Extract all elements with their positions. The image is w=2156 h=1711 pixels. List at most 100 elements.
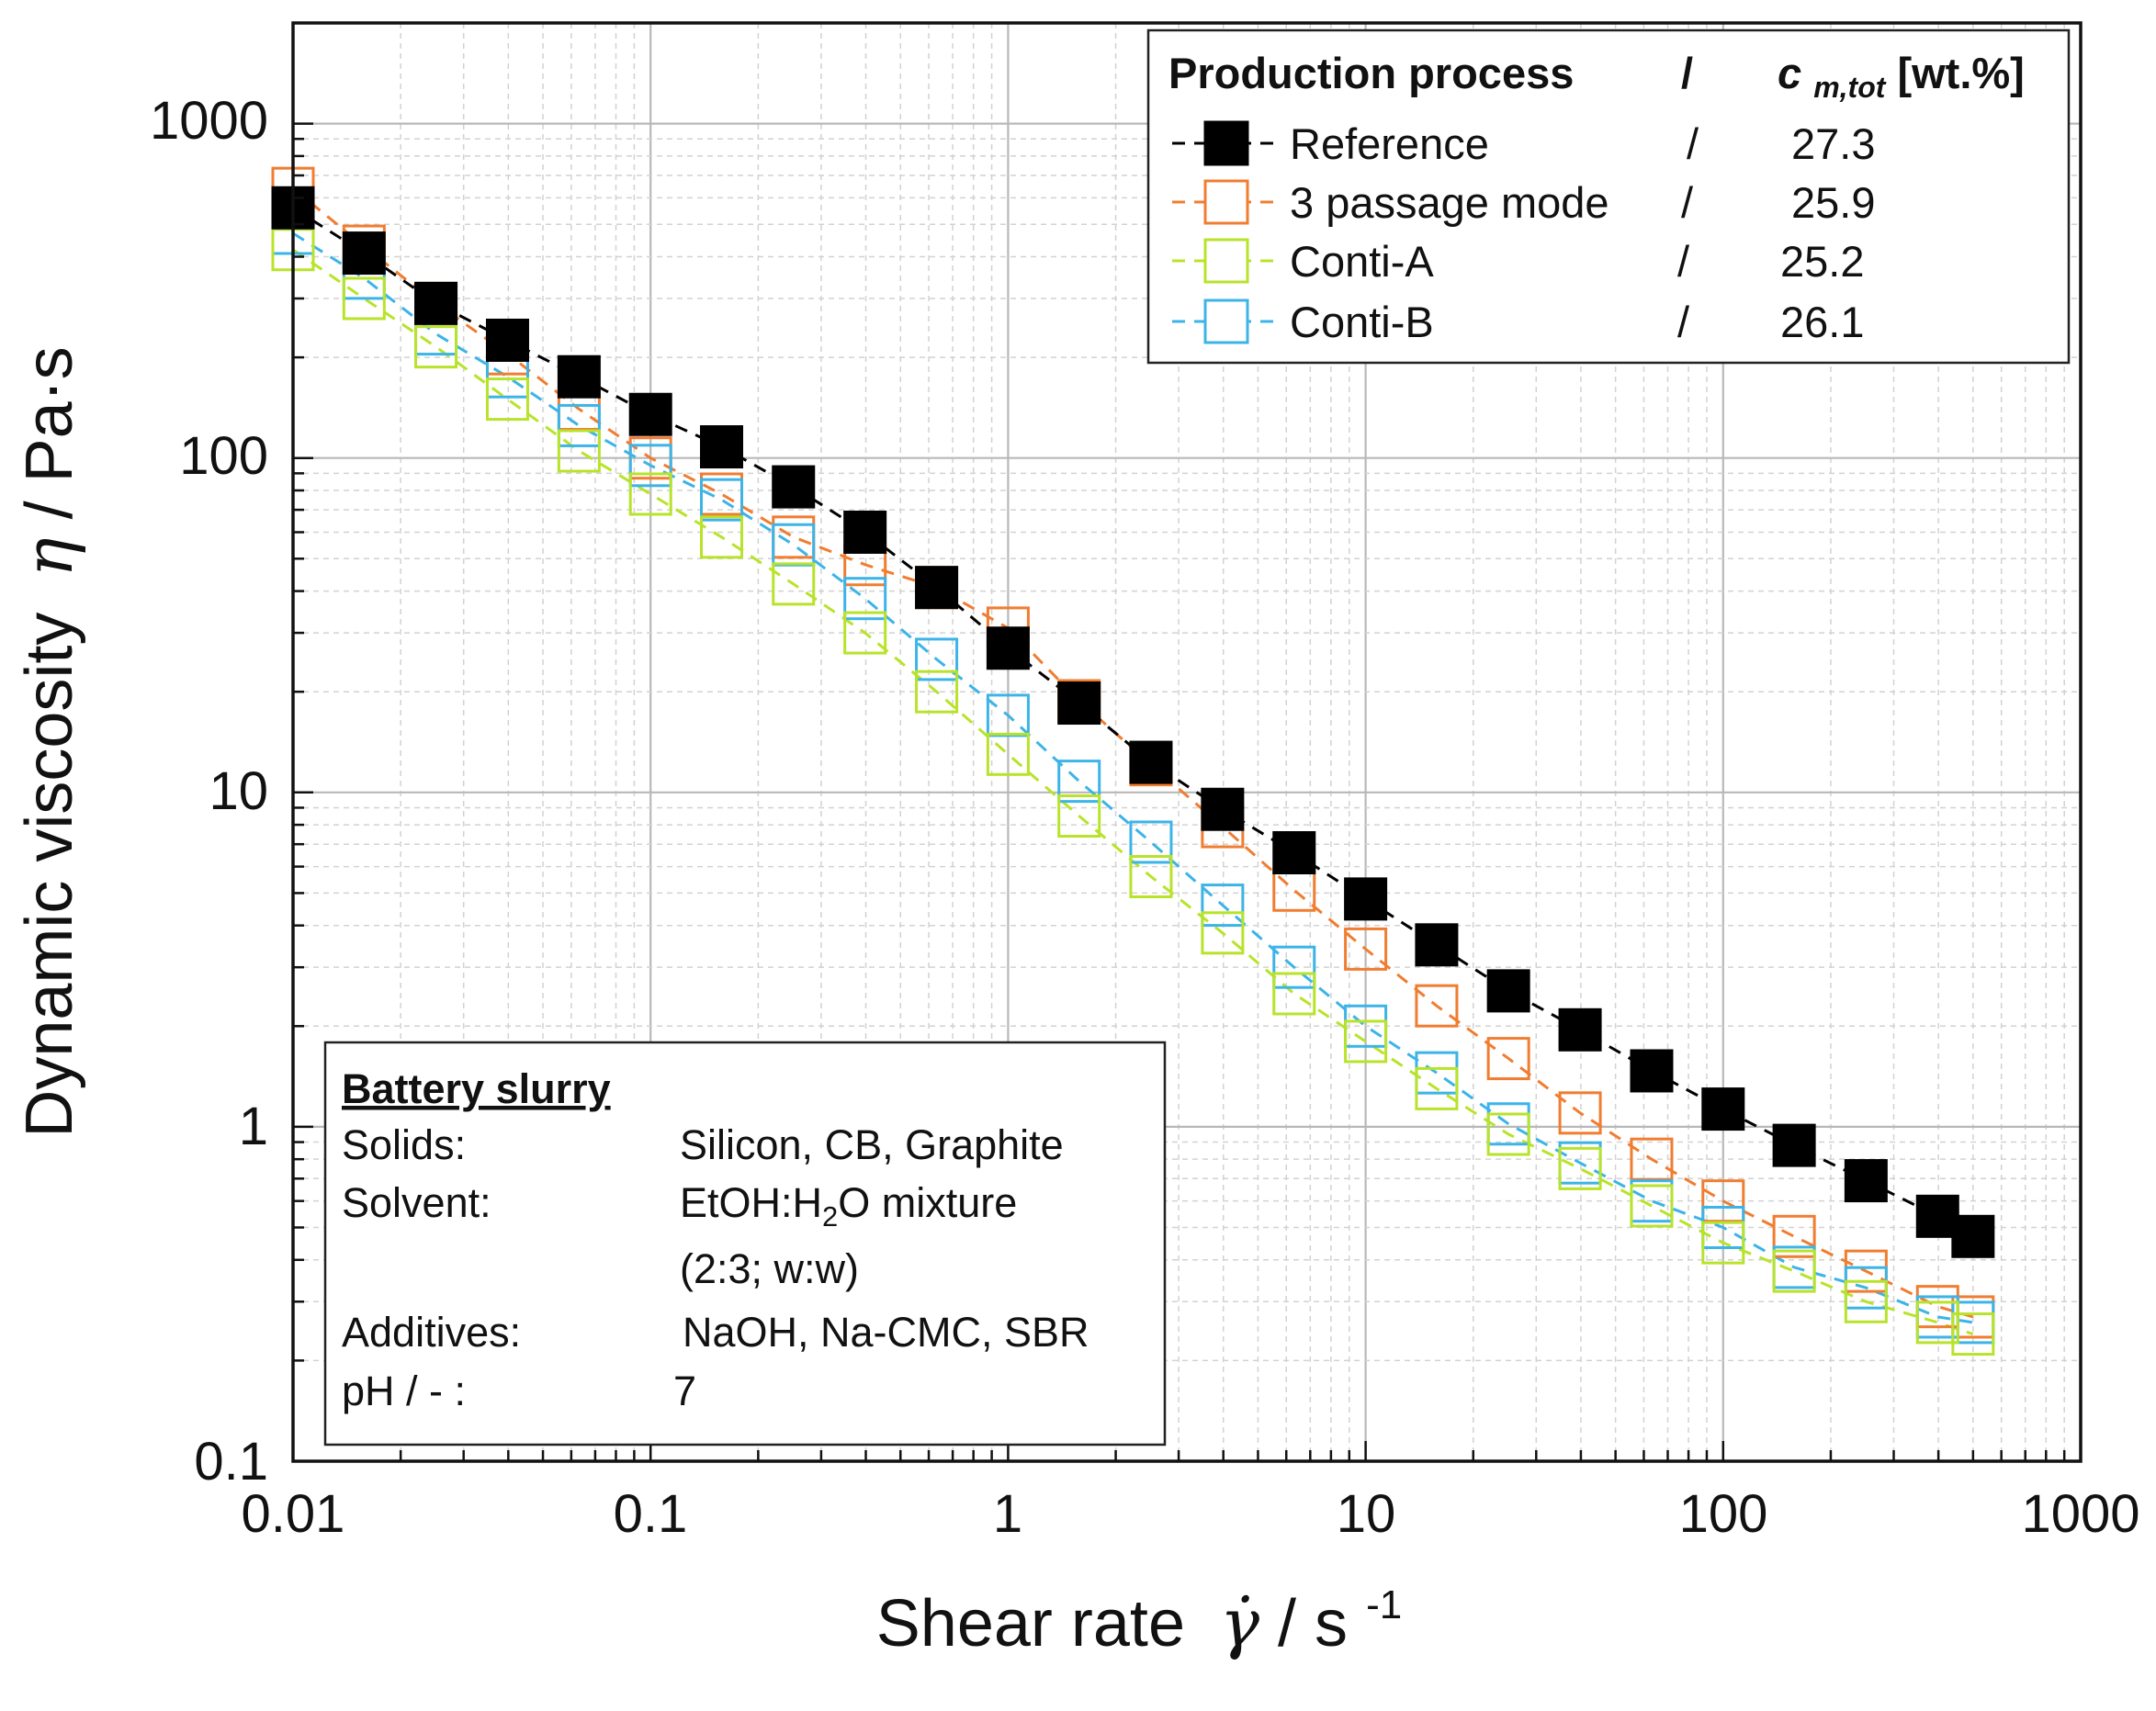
series-line-conti-b [292,231,1974,1324]
legend-header-conc-sub: m,tot [1813,71,1887,104]
data-point-conti-a [1129,854,1173,898]
info-value-solvent: EtOH:H2O mixture [680,1179,1017,1233]
data-point-conti-b [1272,945,1316,989]
y-tick-label: 1000 [150,91,268,151]
legend-conc: 27.3 [1791,119,1875,168]
data-point-reference [1915,1194,1959,1238]
data-point-conti-a [1344,1019,1388,1064]
data-point-reference [1272,831,1316,875]
data-point-conti-a [1630,1184,1674,1228]
data-point-reference [1701,1087,1745,1131]
y-tick-labels: 0.1 1 10 100 1000 [150,91,268,1491]
solvent-part-1: EtOH:H [680,1179,822,1226]
data-point-conti-a [1558,1146,1602,1190]
data-point-reference [1558,1007,1602,1052]
legend-header-concentration: c m,tot [wt.%] [1778,49,2025,107]
info-label-solvent: Solvent: [342,1179,491,1226]
data-point-reference [915,566,959,610]
data-point-conti-a [485,377,529,422]
data-point-conti-b [1057,760,1101,804]
legend-separator: / [1687,119,1699,168]
data-point-conti-a [1701,1221,1745,1265]
legend: Production process / c m,tot [wt.%] Refe… [1146,28,2071,365]
data-point-reference [1344,877,1388,921]
data-point-conti-b [1129,820,1173,864]
data-point-conti-a [342,276,386,321]
legend-separator: / [1677,237,1690,286]
x-axis-unit-exponent: -1 [1366,1582,1402,1627]
legend-conc: 25.9 [1791,178,1875,227]
legend-separator: / [1677,298,1690,346]
legend-header-conc-unit: [wt.%] [1897,49,2024,97]
x-axis-title-text: Shear rate [876,1587,1185,1660]
legend-label: Reference [1290,119,1489,168]
y-tick-label: 100 [179,426,268,486]
data-point-reference [1415,923,1459,967]
y-axis-unit: / Pa·s [13,346,86,519]
data-point-conti-a [1415,1066,1459,1110]
data-point-reference [342,231,386,276]
legend-entry-3-passage-mode: 3 passage mode / 25.9 [1172,178,1875,227]
data-point-conti-a [1201,911,1245,955]
legend-marker [1203,120,1249,166]
data-point-reference [414,281,458,325]
data-point-3-passage-mode [1558,1091,1602,1135]
y-axis-title: Dynamic viscosity η / Pa·s [10,346,87,1137]
info-box-frame [323,1041,1167,1446]
legend-entry-conti-b: Conti-B / 26.1 [1172,298,1864,346]
info-label-ph: pH / - : [342,1368,466,1414]
series-line-conti-a [292,248,1974,1336]
data-point-conti-a [772,562,816,606]
data-point-conti-a [1057,794,1101,839]
y-axis-symbol: η [10,537,87,577]
data-point-reference [1772,1123,1816,1167]
info-value-ph: 7 [673,1368,696,1414]
data-point-conti-a [1486,1112,1530,1156]
info-label-solids: Solids: [342,1121,466,1168]
x-tick-label: 100 [1679,1484,1768,1544]
data-point-3-passage-mode [1344,927,1388,971]
data-point-conti-a [1951,1312,1995,1356]
data-point-reference [1486,969,1530,1013]
data-point-conti-a [1772,1249,1816,1293]
x-tick-label: 0.1 [614,1484,688,1544]
data-point-reference [1057,681,1101,726]
plot-frame [291,21,2083,1463]
data-point-reference [557,355,601,399]
x-tick-label: 1 [993,1484,1022,1544]
battery-slurry-info-box: Battery slurry Solids: Silicon, CB, Grap… [323,1041,1167,1446]
data-point-reference [1951,1214,1995,1258]
data-point-conti-a [1915,1300,1959,1345]
data-point-conti-b [700,478,744,522]
data-point-conti-a [628,472,672,516]
y-tick-label: 1 [239,1097,268,1156]
legend-entry-reference: Reference / 27.3 [1172,119,1875,168]
data-point-conti-b [1201,884,1245,928]
data-point-conti-b [986,693,1030,737]
legend-header-separator: / [1681,49,1693,97]
legend-marker [1203,298,1249,344]
x-axis-symbol: γ̇ [1220,1584,1260,1661]
legend-separator: / [1681,178,1694,227]
info-value-solids: Silicon, CB, Graphite [680,1121,1064,1168]
data-point-reference [772,465,816,509]
legend-label: Conti-A [1290,237,1434,286]
data-point-conti-a [414,325,458,369]
x-tick-labels: 0.01 0.1 1 10 100 1000 [242,1484,2140,1544]
data-point-3-passage-mode [1772,1214,1816,1258]
legend-header-process: Production process [1168,49,1574,97]
solvent-part-2: O mixture [838,1179,1017,1226]
data-point-3-passage-mode [1486,1037,1530,1081]
data-point-conti-b [843,577,887,621]
legend-label: 3 passage mode [1290,178,1609,227]
series-markers [271,166,1995,1356]
data-point-conti-a [843,611,887,655]
data-point-conti-a [915,670,959,714]
info-value-additives: NaOH, Na-CMC, SBR [683,1309,1089,1356]
x-tick-label: 0.01 [242,1484,345,1544]
legend-conc: 26.1 [1780,298,1864,346]
legend-conc: 25.2 [1780,237,1864,286]
data-point-conti-a [1272,972,1316,1016]
data-point-reference [628,392,672,436]
